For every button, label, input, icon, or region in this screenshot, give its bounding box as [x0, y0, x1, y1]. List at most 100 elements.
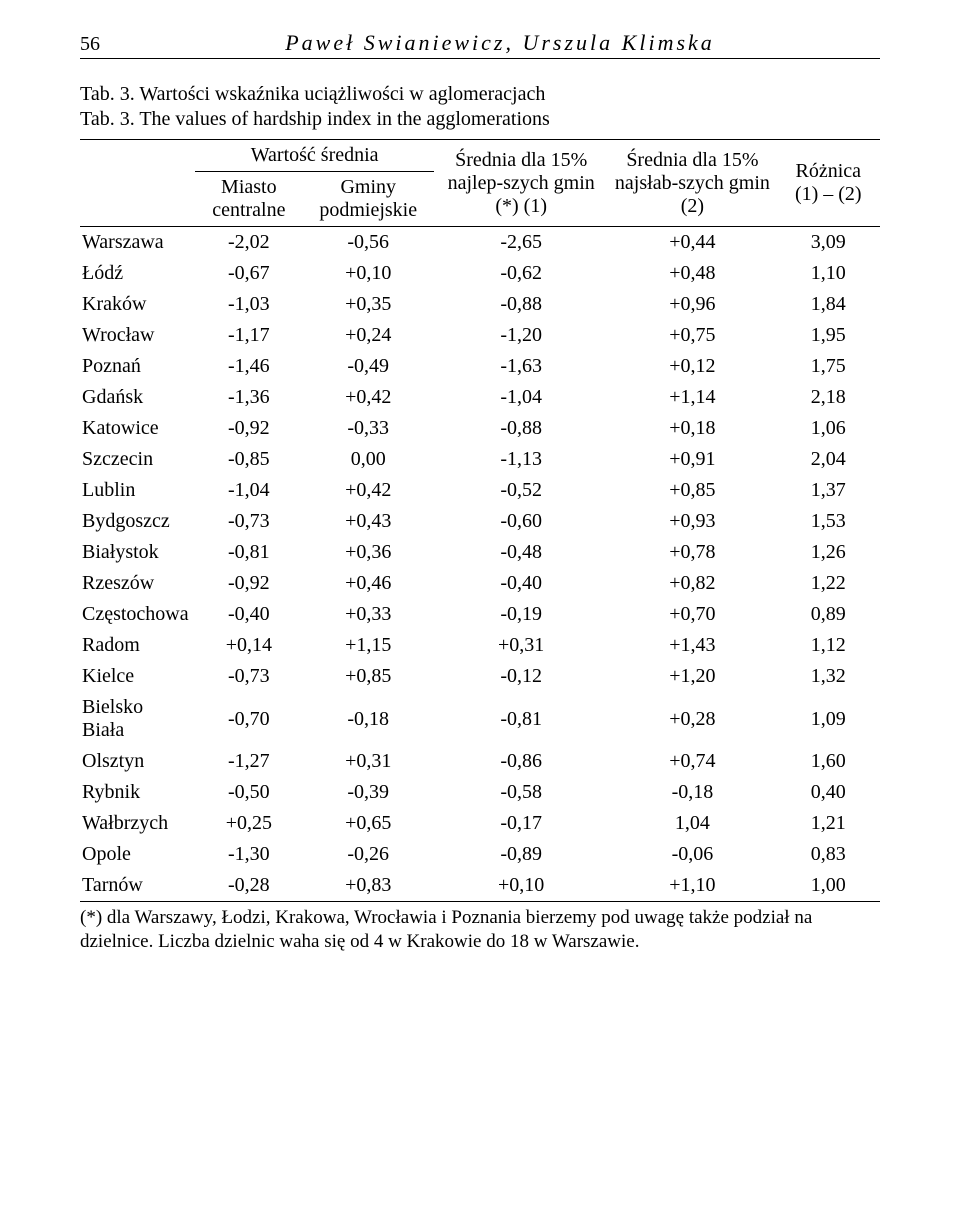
- cell-city: Wrocław: [80, 320, 195, 351]
- cell-diff: 1,00: [777, 870, 880, 902]
- cell-best: -0,40: [434, 568, 608, 599]
- cell-suburban: +0,42: [302, 382, 434, 413]
- cell-diff: 0,40: [777, 777, 880, 808]
- cell-diff: 1,95: [777, 320, 880, 351]
- cell-central: -1,04: [195, 475, 302, 506]
- cell-best: -0,89: [434, 839, 608, 870]
- cell-central: -0,85: [195, 444, 302, 475]
- cell-worst: +0,93: [608, 506, 776, 537]
- cell-best: -2,65: [434, 227, 608, 259]
- cell-city: Opole: [80, 839, 195, 870]
- cell-city: Szczecin: [80, 444, 195, 475]
- cell-city: Warszawa: [80, 227, 195, 259]
- cell-city: Lublin: [80, 475, 195, 506]
- hardship-table: Wartość średnia Średnia dla 15% najlep-s…: [80, 139, 880, 902]
- table-row: Kraków-1,03+0,35-0,88+0,961,84: [80, 289, 880, 320]
- cell-central: -0,92: [195, 568, 302, 599]
- cell-suburban: +0,35: [302, 289, 434, 320]
- table-row: Katowice-0,92-0,33-0,88+0,181,06: [80, 413, 880, 444]
- cell-suburban: +1,15: [302, 630, 434, 661]
- cell-city: Częstochowa: [80, 599, 195, 630]
- cell-central: -0,28: [195, 870, 302, 902]
- cell-city: Poznań: [80, 351, 195, 382]
- cell-diff: 1,84: [777, 289, 880, 320]
- cell-central: -2,02: [195, 227, 302, 259]
- cell-suburban: -0,33: [302, 413, 434, 444]
- table-row: Częstochowa-0,40+0,33-0,19+0,700,89: [80, 599, 880, 630]
- cell-best: +0,31: [434, 630, 608, 661]
- cell-diff: 3,09: [777, 227, 880, 259]
- cell-best: -0,81: [434, 692, 608, 746]
- cell-diff: 2,04: [777, 444, 880, 475]
- cell-suburban: +0,65: [302, 808, 434, 839]
- cell-worst: +1,10: [608, 870, 776, 902]
- cell-city: Radom: [80, 630, 195, 661]
- cell-city: Białystok: [80, 537, 195, 568]
- cell-suburban: +0,36: [302, 537, 434, 568]
- cell-central: -0,70: [195, 692, 302, 746]
- cell-central: -0,73: [195, 506, 302, 537]
- cell-suburban: 0,00: [302, 444, 434, 475]
- running-header: 56 Paweł Swianiewicz, Urszula Klimska: [80, 30, 880, 59]
- table-row: Opole-1,30-0,26-0,89-0,060,83: [80, 839, 880, 870]
- cell-worst: -0,06: [608, 839, 776, 870]
- table-row: Bydgoszcz-0,73+0,43-0,60+0,931,53: [80, 506, 880, 537]
- cell-city: Olsztyn: [80, 746, 195, 777]
- cell-city: Tarnów: [80, 870, 195, 902]
- cell-central: -0,92: [195, 413, 302, 444]
- table-row: Olsztyn-1,27+0,31-0,86+0,741,60: [80, 746, 880, 777]
- cell-worst: +0,18: [608, 413, 776, 444]
- table-row: Wrocław-1,17+0,24-1,20+0,751,95: [80, 320, 880, 351]
- cell-city: Bielsko Biała: [80, 692, 195, 746]
- cell-suburban: +0,33: [302, 599, 434, 630]
- cell-suburban: +0,42: [302, 475, 434, 506]
- cell-best: -0,12: [434, 661, 608, 692]
- table-row: Lublin-1,04+0,42-0,52+0,851,37: [80, 475, 880, 506]
- cell-suburban: +0,85: [302, 661, 434, 692]
- cell-central: -1,17: [195, 320, 302, 351]
- cell-best: -0,58: [434, 777, 608, 808]
- cell-central: +0,14: [195, 630, 302, 661]
- cell-diff: 1,22: [777, 568, 880, 599]
- cell-city: Kraków: [80, 289, 195, 320]
- cell-suburban: +0,24: [302, 320, 434, 351]
- cell-diff: 1,10: [777, 258, 880, 289]
- cell-diff: 1,26: [777, 537, 880, 568]
- cell-city: Wałbrzych: [80, 808, 195, 839]
- table-row: Łódź-0,67+0,10-0,62+0,481,10: [80, 258, 880, 289]
- cell-city: Bydgoszcz: [80, 506, 195, 537]
- cell-diff: 0,89: [777, 599, 880, 630]
- table-row: Poznań-1,46-0,49-1,63+0,121,75: [80, 351, 880, 382]
- cell-suburban: +0,43: [302, 506, 434, 537]
- cell-central: -0,50: [195, 777, 302, 808]
- footnote: (*) dla Warszawy, Łodzi, Krakowa, Wrocła…: [80, 906, 880, 954]
- cell-central: -0,73: [195, 661, 302, 692]
- cell-worst: +0,28: [608, 692, 776, 746]
- cell-city: Rzeszów: [80, 568, 195, 599]
- cell-central: -1,03: [195, 289, 302, 320]
- cell-best: -0,86: [434, 746, 608, 777]
- table-row: Wałbrzych+0,25+0,65-0,171,041,21: [80, 808, 880, 839]
- cell-worst: -0,18: [608, 777, 776, 808]
- cell-worst: +0,75: [608, 320, 776, 351]
- cell-diff: 1,53: [777, 506, 880, 537]
- table-row: Białystok-0,81+0,36-0,48+0,781,26: [80, 537, 880, 568]
- cell-worst: +1,20: [608, 661, 776, 692]
- cell-worst: +0,70: [608, 599, 776, 630]
- cell-worst: +0,82: [608, 568, 776, 599]
- cell-worst: +0,12: [608, 351, 776, 382]
- table-row: Gdańsk-1,36+0,42-1,04+1,142,18: [80, 382, 880, 413]
- cell-city: Rybnik: [80, 777, 195, 808]
- cell-best: -0,48: [434, 537, 608, 568]
- cell-diff: 1,06: [777, 413, 880, 444]
- cell-best: -1,20: [434, 320, 608, 351]
- cell-worst: +0,74: [608, 746, 776, 777]
- cell-best: -0,62: [434, 258, 608, 289]
- cell-diff: 1,75: [777, 351, 880, 382]
- cell-city: Gdańsk: [80, 382, 195, 413]
- cell-best: -0,17: [434, 808, 608, 839]
- cell-city: Katowice: [80, 413, 195, 444]
- table-row: Warszawa-2,02-0,56-2,65+0,443,09: [80, 227, 880, 259]
- cell-best: -1,13: [434, 444, 608, 475]
- col-gminy: Gminy podmiejskie: [302, 172, 434, 227]
